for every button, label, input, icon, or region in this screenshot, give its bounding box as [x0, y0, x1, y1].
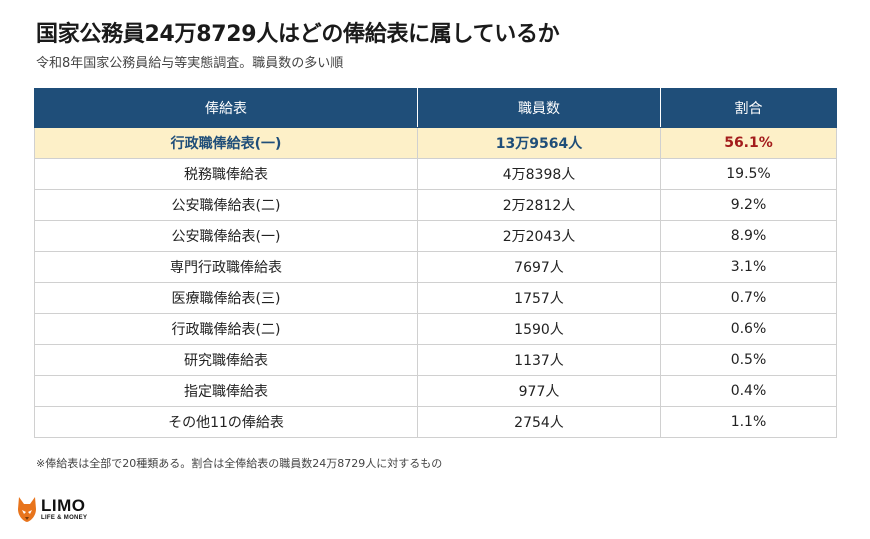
fox-icon [18, 497, 36, 522]
column-header-pay-scale: 俸給表 [34, 88, 418, 128]
table-row: 公安職俸給表(一) 2万2043人 8.9% [34, 220, 837, 252]
page-title: 国家公務員24万8729人はどの俸給表に属しているか [36, 22, 560, 47]
pay-scale-table: 俸給表 職員数 割合 行政職俸給表(一) 13万9564人 56.1% 税務職俸給表 4… [34, 88, 837, 438]
column-header-count: 職員数 [417, 88, 661, 128]
employee-count-cell: 1757人 [417, 282, 661, 314]
share-percent-cell: 1.1% [660, 406, 837, 438]
share-percent-cell: 3.1% [660, 251, 837, 283]
share-percent-cell: 0.5% [660, 344, 837, 376]
pay-scale-name-cell: その他11の俸給表 [34, 406, 418, 438]
table-row: 研究職俸給表 1137人 0.5% [34, 344, 837, 376]
employee-count-cell: 2万2043人 [417, 220, 661, 252]
employee-count-cell: 1137人 [417, 344, 661, 376]
page-subtitle: 令和8年国家公務員給与等実態調査。職員数の多い順 [36, 56, 344, 71]
table-row: 行政職俸給表(二) 1590人 0.6% [34, 313, 837, 345]
share-percent-cell: 56.1% [660, 127, 837, 159]
table-row: 医療職俸給表(三) 1757人 0.7% [34, 282, 837, 314]
table-row: 行政職俸給表(一) 13万9564人 56.1% [34, 127, 837, 159]
table-header-row: 俸給表 職員数 割合 [34, 88, 837, 128]
logo-wordmark: LIMO [41, 496, 86, 515]
table-row: 公安職俸給表(二) 2万2812人 9.2% [34, 189, 837, 221]
employee-count-cell: 977人 [417, 375, 661, 407]
employee-count-cell: 2754人 [417, 406, 661, 438]
share-percent-cell: 0.4% [660, 375, 837, 407]
pay-scale-name-cell: 研究職俸給表 [34, 344, 418, 376]
employee-count-cell: 7697人 [417, 251, 661, 283]
table-row: 税務職俸給表 4万8398人 19.5% [34, 158, 837, 190]
employee-count-cell: 13万9564人 [417, 127, 661, 159]
pay-scale-name-cell: 指定職俸給表 [34, 375, 418, 407]
pay-scale-name-cell: 税務職俸給表 [34, 158, 418, 190]
limo-logo: LIMO LIFE & MONEY [16, 494, 87, 524]
share-percent-cell: 8.9% [660, 220, 837, 252]
employee-count-cell: 1590人 [417, 313, 661, 345]
table-row: その他11の俸給表 2754人 1.1% [34, 406, 837, 438]
pay-scale-name-cell: 公安職俸給表(二) [34, 189, 418, 221]
table-row: 指定職俸給表 977人 0.4% [34, 375, 837, 407]
pay-scale-name-cell: 専門行政職俸給表 [34, 251, 418, 283]
pay-scale-name-cell: 公安職俸給表(一) [34, 220, 418, 252]
footnote: ※俸給表は全部で20種類ある。割合は全俸給表の職員数24万8729人に対するもの [36, 457, 443, 470]
share-percent-cell: 19.5% [660, 158, 837, 190]
share-percent-cell: 0.6% [660, 313, 837, 345]
share-percent-cell: 0.7% [660, 282, 837, 314]
pay-scale-name-cell: 医療職俸給表(三) [34, 282, 418, 314]
employee-count-cell: 2万2812人 [417, 189, 661, 221]
table-row: 専門行政職俸給表 7697人 3.1% [34, 251, 837, 283]
employee-count-cell: 4万8398人 [417, 158, 661, 190]
pay-scale-name-cell: 行政職俸給表(二) [34, 313, 418, 345]
logo-tagline: LIFE & MONEY [41, 515, 88, 521]
column-header-share: 割合 [660, 88, 837, 128]
pay-scale-name-cell: 行政職俸給表(一) [34, 127, 418, 159]
share-percent-cell: 9.2% [660, 189, 837, 221]
